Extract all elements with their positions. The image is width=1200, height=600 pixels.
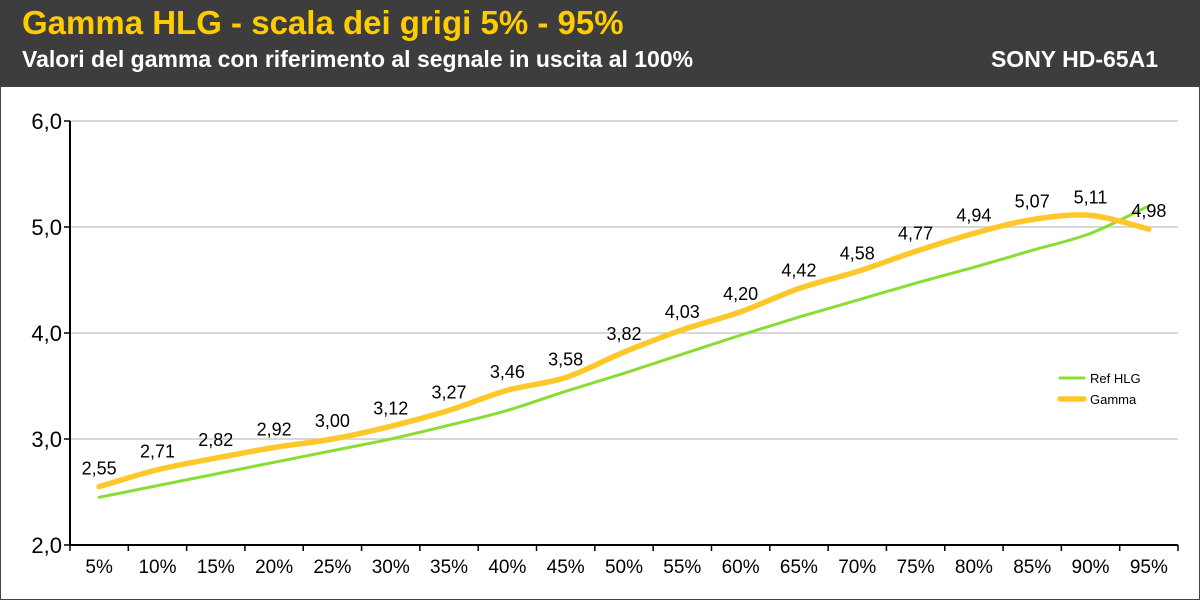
x-tick-label: 90% xyxy=(1072,557,1110,578)
data-label: 3,82 xyxy=(606,324,641,344)
chart-area xyxy=(0,86,1200,600)
data-label: 2,55 xyxy=(82,459,117,479)
data-label: 2,82 xyxy=(198,430,233,450)
grid-lines xyxy=(70,120,1178,440)
series-line-ref-hlg xyxy=(97,204,1151,499)
x-tick-label: 70% xyxy=(838,557,876,578)
y-tick-label: 4,0 xyxy=(31,321,62,346)
x-tick-label: 75% xyxy=(897,557,935,578)
device-model: SONY HD-65A1 xyxy=(990,46,1158,72)
x-tick-label: 65% xyxy=(780,557,818,578)
x-tick-label: 85% xyxy=(1013,557,1051,578)
x-tick-label: 15% xyxy=(197,557,235,578)
legend-label: Gamma xyxy=(1090,392,1137,407)
x-tick-label: 30% xyxy=(372,557,410,578)
data-label: 5,07 xyxy=(1015,192,1050,212)
x-tick-label: 20% xyxy=(255,557,293,578)
data-label: 2,92 xyxy=(257,419,292,439)
data-label: 3,00 xyxy=(315,411,350,431)
x-tick-label: 50% xyxy=(605,557,643,578)
series-lines xyxy=(96,204,1152,499)
data-label: 4,20 xyxy=(723,284,758,304)
y-tick-label: 5,0 xyxy=(31,215,62,240)
y-tick-label: 2,0 xyxy=(31,533,62,558)
data-label: 3,58 xyxy=(548,350,583,370)
x-tick-label: 45% xyxy=(547,557,585,578)
legend: Ref HLG Gamma xyxy=(1057,371,1141,407)
chart-header: Gamma HLG - scala dei grigi 5% - 95% Val… xyxy=(0,0,1200,86)
data-label: 4,03 xyxy=(665,302,700,322)
x-tick-label: 25% xyxy=(313,557,351,578)
data-labels: 2,55 2,71 2,82 2,92 3,00 3,12 3,27 3,46 3,58 3,82… xyxy=(82,187,1167,478)
data-label: 5,11 xyxy=(1074,187,1108,207)
data-label: 4,98 xyxy=(1131,201,1166,221)
x-tick-label: 55% xyxy=(663,557,701,578)
x-tick-label: 60% xyxy=(722,557,760,578)
x-tick-label: 10% xyxy=(138,557,176,578)
x-tick-label: 95% xyxy=(1130,557,1168,578)
chart-title: Gamma HLG - scala dei grigi 5% - 95% xyxy=(22,4,624,41)
data-label: 4,58 xyxy=(840,244,875,264)
series-line-gamma xyxy=(96,212,1152,490)
data-label: 3,12 xyxy=(373,398,408,418)
axes: 2,0 3,0 4,0 5,0 6,0 5% 10% 15% 20% 25% 30% 35% 40% 45… xyxy=(31,109,1179,578)
x-tick-label: 5% xyxy=(85,557,113,578)
x-tick-label: 80% xyxy=(955,557,993,578)
data-label: 4,42 xyxy=(781,260,816,280)
chart-subtitle: Valori del gamma con riferimento al segn… xyxy=(22,46,694,72)
data-label: 3,27 xyxy=(432,382,467,402)
data-label: 4,94 xyxy=(956,205,991,225)
data-label: 2,71 xyxy=(140,442,175,462)
y-tick-label: 6,0 xyxy=(31,109,62,134)
y-tick-label: 3,0 xyxy=(31,427,62,452)
data-label: 4,77 xyxy=(898,223,933,243)
legend-label: Ref HLG xyxy=(1090,371,1141,386)
x-tick-label: 40% xyxy=(488,557,526,578)
x-tick-label: 35% xyxy=(430,557,468,578)
data-label: 3,46 xyxy=(490,362,525,382)
